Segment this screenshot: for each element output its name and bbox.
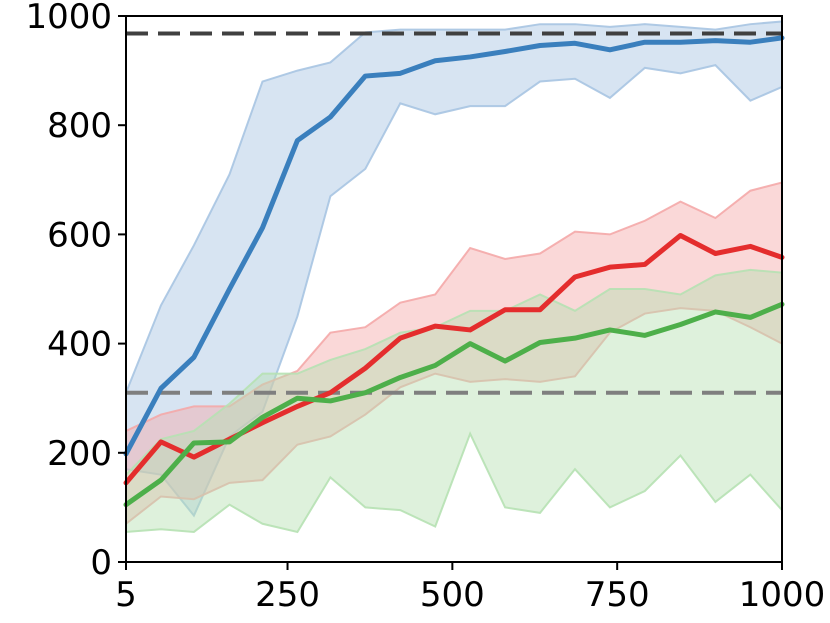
x-tick-label: 500 <box>420 575 485 615</box>
y-tick-label: 200 <box>47 434 112 474</box>
x-tick-label: 5 <box>115 575 137 615</box>
plot-frame <box>125 15 783 563</box>
x-tick-label: 750 <box>585 575 650 615</box>
y-tick-label: 600 <box>47 215 112 255</box>
y-axis-ticks: 0 200 400 600 800 1000 <box>25 0 126 583</box>
series-lines <box>123 35 785 508</box>
confidence-bands <box>125 20 783 534</box>
reference-lines <box>126 31 782 395</box>
y-tick-label: 1000 <box>25 0 112 37</box>
x-tick-label: 1000 <box>739 575 826 615</box>
y-tick-label: 0 <box>90 543 112 583</box>
x-tick-label: 250 <box>255 575 320 615</box>
y-tick-label: 800 <box>47 106 112 146</box>
series-3-line <box>123 301 785 508</box>
series-1-line <box>123 35 785 457</box>
x-axis-ticks: 5 250 500 750 1000 <box>115 562 825 615</box>
y-tick-label: 400 <box>47 325 112 365</box>
